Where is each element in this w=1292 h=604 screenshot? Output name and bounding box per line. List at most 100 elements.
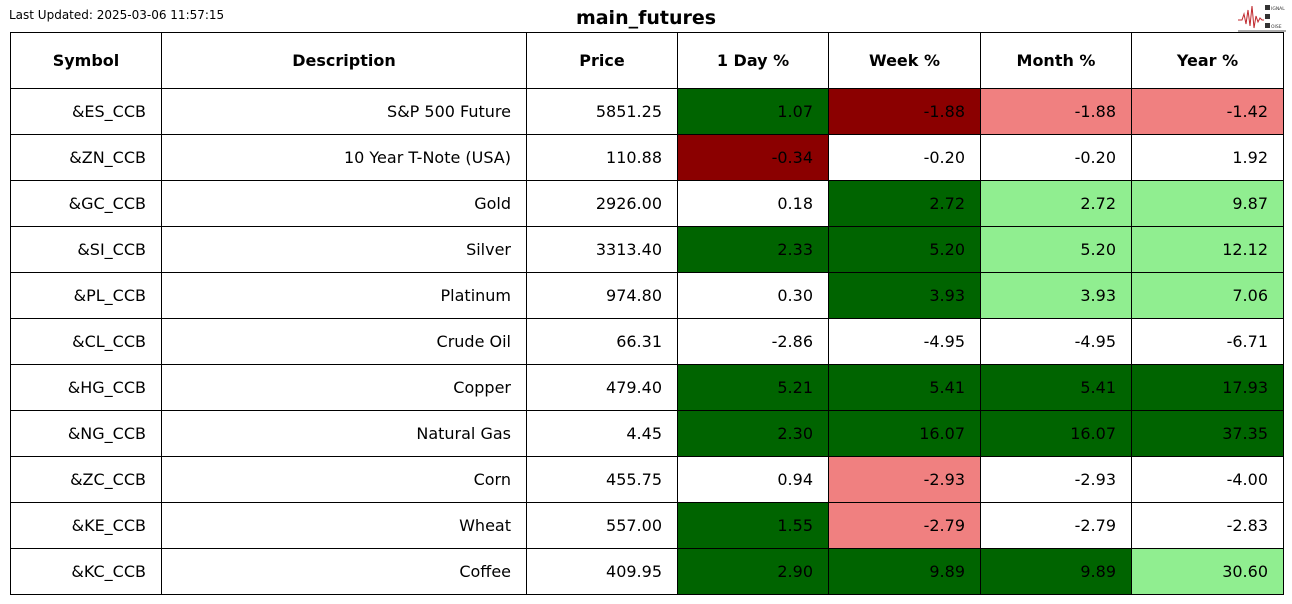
table-row: &ZC_CCB Corn 455.75 0.94 -2.93 -2.93 -4.00 <box>10 456 1284 503</box>
table-cell: &NG_CCB <box>10 410 162 457</box>
table-cell: 409.95 <box>526 548 678 595</box>
table-cell: 3.93 <box>980 272 1132 319</box>
table-cell: Copper <box>161 364 527 411</box>
table-cell: 9.87 <box>1131 180 1284 227</box>
table-cell: -2.86 <box>677 318 829 365</box>
table-cell: 3.93 <box>828 272 981 319</box>
table-cell: Corn <box>161 456 527 503</box>
table-cell: &PL_CCB <box>10 272 162 319</box>
table-cell: -4.95 <box>828 318 981 365</box>
table-cell: -4.95 <box>980 318 1132 365</box>
table-cell: 2.72 <box>828 180 981 227</box>
table-row: &KC_CCB Coffee 409.95 2.90 9.89 9.89 30.60 <box>10 548 1284 595</box>
table-row: &NG_CCB Natural Gas 4.45 2.30 16.07 16.07 37.3… <box>10 410 1284 457</box>
table-cell: 9.89 <box>828 548 981 595</box>
table-cell: &HG_CCB <box>10 364 162 411</box>
table-cell: 17.93 <box>1131 364 1284 411</box>
table-cell: -2.93 <box>980 456 1132 503</box>
table-cell: -1.88 <box>980 88 1132 135</box>
page-title: main_futures <box>575 7 717 29</box>
table-row: &CL_CCB Crude Oil 66.31 -2.86 -4.95 -4.95 -6.7… <box>10 318 1284 365</box>
table-cell: 974.80 <box>526 272 678 319</box>
table-cell: 3313.40 <box>526 226 678 273</box>
table-row: &GC_CCB Gold 2926.00 0.18 2.72 2.72 9.87 <box>10 180 1284 227</box>
signal-2-noise-logo: IGNAL OISE <box>1238 5 1286 32</box>
column-header: Description <box>161 32 527 89</box>
table-cell: 1.07 <box>677 88 829 135</box>
table-cell: Wheat <box>161 502 527 549</box>
table-cell: 5.41 <box>980 364 1132 411</box>
table-cell: 5.21 <box>677 364 829 411</box>
table-cell: -0.20 <box>828 134 981 181</box>
table-row: &HG_CCB Copper 479.40 5.21 5.41 5.41 17.93 <box>10 364 1284 411</box>
table-row: &SI_CCB Silver 3313.40 2.33 5.20 5.20 12.12 <box>10 226 1284 273</box>
futures-table: Symbol Description Price 1 Day % Week % Month… <box>10 32 1284 595</box>
column-header: Month % <box>980 32 1132 89</box>
table-cell: 0.94 <box>677 456 829 503</box>
column-header: Year % <box>1131 32 1284 89</box>
table-cell: Natural Gas <box>161 410 527 457</box>
table-cell: 2926.00 <box>526 180 678 227</box>
table-cell: 1.55 <box>677 502 829 549</box>
table-cell: 2.90 <box>677 548 829 595</box>
table-cell: -2.83 <box>1131 502 1284 549</box>
table-cell: 12.12 <box>1131 226 1284 273</box>
table-cell: 10 Year T-Note (USA) <box>161 134 527 181</box>
column-header: Week % <box>828 32 981 89</box>
table-cell: 5.20 <box>828 226 981 273</box>
table-cell: 2.30 <box>677 410 829 457</box>
table-cell: S&P 500 Future <box>161 88 527 135</box>
table-cell: &GC_CCB <box>10 180 162 227</box>
table-cell: -0.20 <box>980 134 1132 181</box>
table-cell: 30.60 <box>1131 548 1284 595</box>
table-cell: 2.72 <box>980 180 1132 227</box>
table-cell: 9.89 <box>980 548 1132 595</box>
column-header: 1 Day % <box>677 32 829 89</box>
table-cell: &ZC_CCB <box>10 456 162 503</box>
table-cell: -2.79 <box>828 502 981 549</box>
table-cell: 2.33 <box>677 226 829 273</box>
table-row: &ES_CCB S&P 500 Future 5851.25 1.07 -1.88 -1.… <box>10 88 1284 135</box>
table-cell: Silver <box>161 226 527 273</box>
table-cell: Platinum <box>161 272 527 319</box>
table-cell: -4.00 <box>1131 456 1284 503</box>
svg-text:OISE: OISE <box>1271 24 1282 30</box>
table-cell: 16.07 <box>980 410 1132 457</box>
table-cell: 1.92 <box>1131 134 1284 181</box>
table-row: &ZN_CCB 10 Year T-Note (USA) 110.88 -0.34 -0… <box>10 134 1284 181</box>
table-cell: -1.42 <box>1131 88 1284 135</box>
table-cell: -0.34 <box>677 134 829 181</box>
table-cell: Coffee <box>161 548 527 595</box>
table-row: &PL_CCB Platinum 974.80 0.30 3.93 3.93 7.06 <box>10 272 1284 319</box>
table-cell: 557.00 <box>526 502 678 549</box>
table-cell: 7.06 <box>1131 272 1284 319</box>
table-row: &KE_CCB Wheat 557.00 1.55 -2.79 -2.79 -2.83 <box>10 502 1284 549</box>
table-cell: &SI_CCB <box>10 226 162 273</box>
table-cell: &KE_CCB <box>10 502 162 549</box>
table-cell: 0.30 <box>677 272 829 319</box>
table-cell: 479.40 <box>526 364 678 411</box>
last-updated: Last Updated: 2025-03-06 11:57:15 <box>9 8 225 22</box>
table-cell: &KC_CCB <box>10 548 162 595</box>
table-cell: 455.75 <box>526 456 678 503</box>
table-cell: 5.20 <box>980 226 1132 273</box>
table-cell: 0.18 <box>677 180 829 227</box>
table-cell: 66.31 <box>526 318 678 365</box>
table-cell: 5.41 <box>828 364 981 411</box>
table-cell: &ES_CCB <box>10 88 162 135</box>
table-cell: Gold <box>161 180 527 227</box>
table-cell: 16.07 <box>828 410 981 457</box>
table-cell: 4.45 <box>526 410 678 457</box>
table-cell: -1.88 <box>828 88 981 135</box>
column-header: Symbol <box>10 32 162 89</box>
column-header: Price <box>526 32 678 89</box>
table-cell: Crude Oil <box>161 318 527 365</box>
table-cell: -6.71 <box>1131 318 1284 365</box>
table-cell: &ZN_CCB <box>10 134 162 181</box>
table-cell: -2.79 <box>980 502 1132 549</box>
svg-text:IGNAL: IGNAL <box>1271 6 1285 12</box>
table-cell: 5851.25 <box>526 88 678 135</box>
table-cell: 110.88 <box>526 134 678 181</box>
table-cell: &CL_CCB <box>10 318 162 365</box>
table-cell: 37.35 <box>1131 410 1284 457</box>
